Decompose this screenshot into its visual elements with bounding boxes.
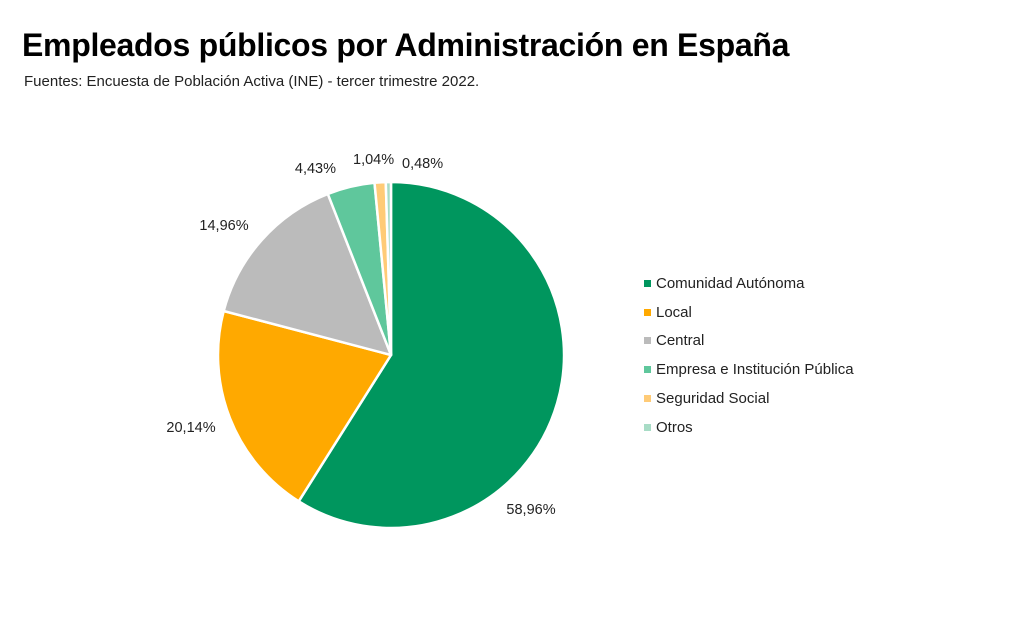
legend-label: Empresa e Institución Pública bbox=[656, 361, 854, 379]
slice-label-2: 20,14% bbox=[166, 420, 215, 436]
pie-slices bbox=[216, 180, 566, 530]
legend-label: Otros bbox=[656, 418, 693, 436]
legend-swatch bbox=[644, 337, 651, 345]
pie-slice-3 bbox=[222, 192, 393, 357]
legend-item: Comunidad Autónoma bbox=[644, 269, 854, 298]
slice-label-4: 4,43% bbox=[295, 161, 336, 177]
pie-slice-1 bbox=[297, 180, 566, 530]
pie-labels: 58,96% 20,14% 14,96% 4,43% 1,04% 0,48% bbox=[166, 152, 555, 518]
chart-legend: Comunidad Autónoma Local Central Empresa e … bbox=[644, 269, 854, 442]
slice-label-5: 1,04% bbox=[353, 152, 394, 168]
legend-swatch bbox=[644, 308, 651, 316]
legend-item: Local bbox=[644, 298, 854, 327]
legend-label: Comunidad Autónoma bbox=[656, 274, 805, 292]
legend-item: Otros bbox=[644, 413, 854, 442]
legend-item: Seguridad Social bbox=[644, 384, 854, 413]
legend-swatch bbox=[644, 395, 651, 403]
slice-label-1: 58,96% bbox=[506, 502, 555, 518]
slice-label-3: 14,96% bbox=[199, 218, 248, 234]
pie-slice-2 bbox=[216, 309, 393, 503]
pie-slice-6 bbox=[384, 180, 393, 357]
legend-label: Central bbox=[656, 332, 705, 350]
page-subtitle: Fuentes: Encuesta de Población Activa (I… bbox=[24, 73, 480, 90]
legend-swatch bbox=[644, 423, 651, 431]
legend-label: Local bbox=[656, 303, 692, 321]
legend-swatch bbox=[644, 279, 651, 287]
legend-item: Empresa e Institución Pública bbox=[644, 355, 854, 384]
legend-swatch bbox=[644, 366, 651, 374]
legend-label: Seguridad Social bbox=[656, 390, 770, 408]
page-title: Empleados públicos por Administración en… bbox=[22, 27, 790, 63]
slice-label-6: 0,48% bbox=[402, 156, 443, 172]
legend-item: Central bbox=[644, 327, 854, 356]
